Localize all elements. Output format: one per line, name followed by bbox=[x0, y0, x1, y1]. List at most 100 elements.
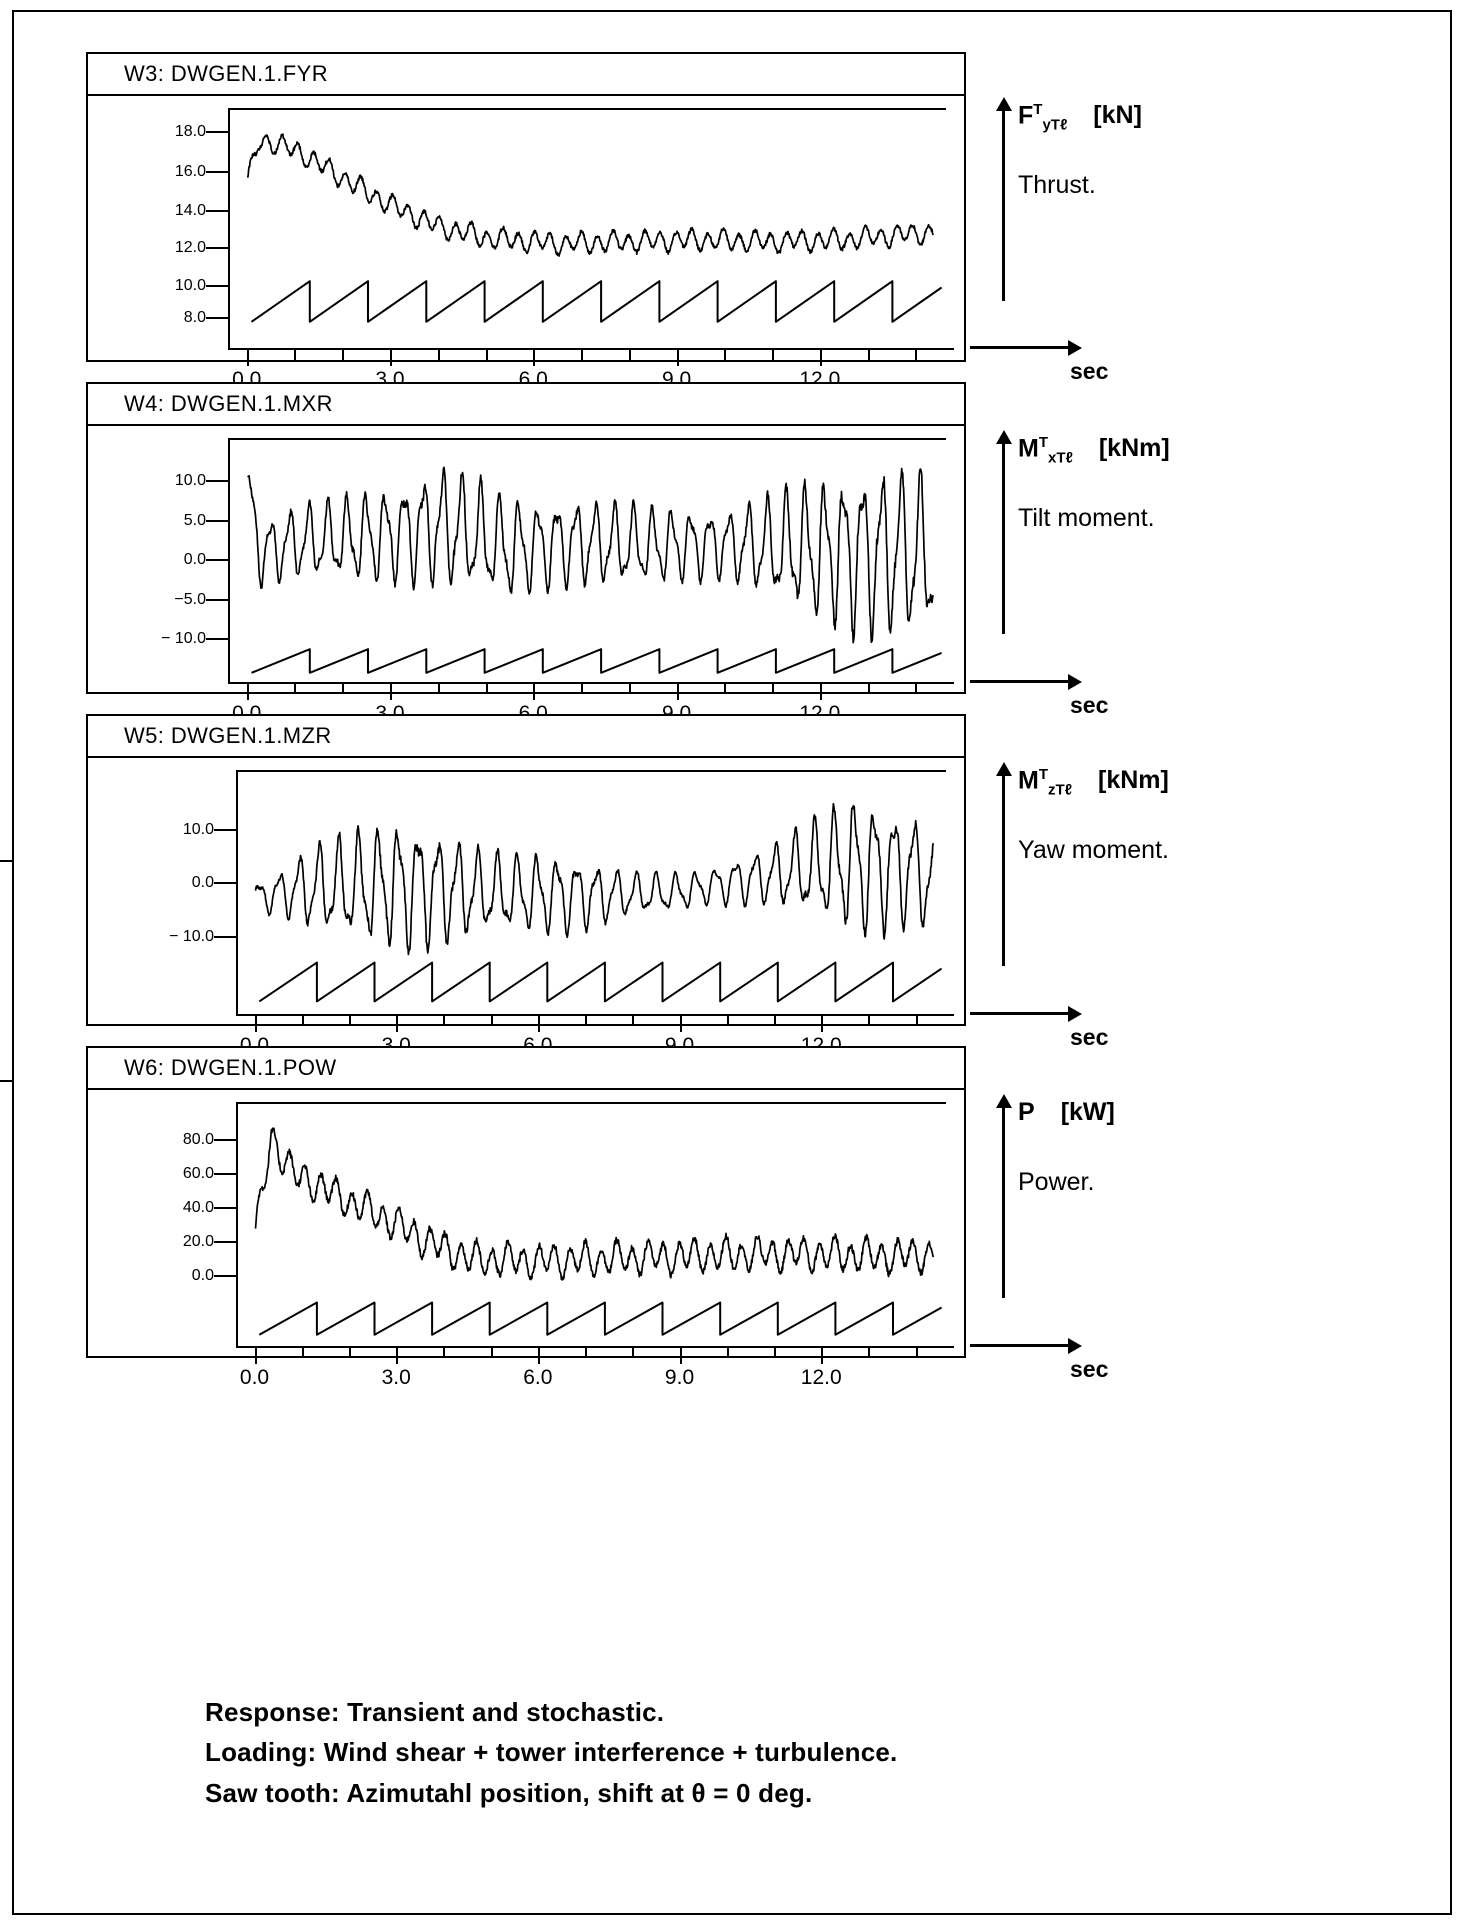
plot-area-w3 bbox=[228, 108, 946, 348]
x-tick-mark bbox=[679, 1348, 682, 1364]
y-tick-mark bbox=[214, 828, 238, 831]
x-tick-mark bbox=[585, 1016, 588, 1026]
x-tick-mark bbox=[821, 1016, 824, 1032]
series-signal bbox=[247, 466, 934, 644]
axis-symbol-base: M bbox=[1018, 434, 1039, 463]
x-tick-mark bbox=[628, 350, 631, 360]
y-tick-label: 12.0 bbox=[174, 239, 206, 257]
series-sawtooth bbox=[258, 1301, 943, 1336]
vertical-axis-arrowhead bbox=[996, 1094, 1012, 1108]
x-tick-mark bbox=[294, 350, 297, 360]
axis-description-w5: Yaw moment. bbox=[1018, 836, 1169, 864]
x-tick-mark bbox=[915, 1016, 918, 1026]
horizontal-time-axis bbox=[970, 346, 1070, 349]
y-tick-mark bbox=[206, 479, 230, 482]
x-tick-mark bbox=[485, 684, 488, 694]
y-tick-mark bbox=[206, 131, 230, 133]
series-signal bbox=[246, 133, 934, 257]
x-tick-label: 12.0 bbox=[800, 1366, 842, 1389]
vertical-axis-arrow bbox=[1002, 1108, 1005, 1298]
x-tick-mark bbox=[246, 684, 249, 700]
x-tick-mark bbox=[819, 350, 822, 366]
series-sawtooth bbox=[250, 280, 943, 323]
y-tick-label: 10.0 bbox=[182, 820, 214, 838]
x-tick-mark bbox=[726, 1348, 729, 1358]
x-tick-mark bbox=[396, 1016, 399, 1032]
x-tick-mark bbox=[581, 684, 584, 694]
axis-symbol-base: F bbox=[1018, 101, 1034, 130]
axis-symbol-base: M bbox=[1018, 766, 1039, 795]
x-tick-mark bbox=[915, 1348, 918, 1358]
x-tick-mark bbox=[301, 1348, 304, 1358]
axis-symbol-subscript: yTℓ bbox=[1042, 116, 1068, 134]
panel-body: 10.00.0− 10.00.03.06.09.012.0 bbox=[88, 758, 964, 1057]
x-tick-mark bbox=[581, 350, 584, 360]
x-tick-mark bbox=[533, 350, 536, 366]
axis-unit: [kW] bbox=[1060, 1098, 1115, 1126]
axis-symbol-superscript: T bbox=[1033, 101, 1043, 118]
horizontal-time-axis-arrowhead bbox=[1068, 1338, 1082, 1354]
vertical-axis-arrowhead bbox=[996, 430, 1012, 444]
y-tick-mark bbox=[206, 638, 230, 641]
x-tick-mark bbox=[254, 1016, 257, 1032]
y-tick-label: 16.0 bbox=[174, 162, 206, 180]
axis-symbol-base: P bbox=[1018, 1098, 1035, 1126]
x-tick-mark bbox=[867, 350, 870, 360]
y-tick-label: 20.0 bbox=[182, 1233, 214, 1251]
vertical-axis-arrowhead bbox=[996, 762, 1012, 776]
y-tick-mark bbox=[206, 519, 230, 522]
y-tick-label: 80.0 bbox=[182, 1130, 214, 1148]
x-tick-mark bbox=[389, 684, 392, 700]
x-tick-mark bbox=[485, 350, 488, 360]
x-tick-mark bbox=[868, 1016, 871, 1026]
x-tick-label: 0.0 bbox=[239, 1366, 270, 1389]
panel-title-w3: W3: DWGEN.1.FYR bbox=[88, 54, 964, 96]
panel-title-w4: W4: DWGEN.1.MXR bbox=[88, 384, 964, 426]
y-tick-label: 0.0 bbox=[183, 551, 206, 568]
axis-description-w3: Thrust. bbox=[1018, 171, 1096, 199]
axis-symbol-superscript: T bbox=[1038, 434, 1048, 451]
panel-title-w6: W6: DWGEN.1.POW bbox=[88, 1048, 964, 1090]
x-tick-mark bbox=[679, 1016, 682, 1032]
x-tick-label: 6.0 bbox=[523, 1366, 553, 1389]
x-tick-mark bbox=[437, 350, 440, 360]
axis-symbol-w5: MTzTℓ [kNm] bbox=[1018, 766, 1169, 798]
plot-area-w5 bbox=[236, 770, 946, 1014]
y-tick-label: 8.0 bbox=[183, 309, 206, 326]
x-tick-mark bbox=[628, 684, 631, 694]
x-tick-mark bbox=[533, 684, 536, 700]
x-axis-line bbox=[228, 348, 954, 350]
axis-symbol-w4: MTxTℓ [kNm] bbox=[1018, 434, 1170, 466]
y-tick-label: 0.0 bbox=[191, 1267, 214, 1285]
x-tick-mark bbox=[915, 684, 918, 694]
axis-description-w6: Power. bbox=[1018, 1168, 1095, 1196]
axis-symbol-w6: P [kW] bbox=[1018, 1098, 1115, 1127]
x-tick-mark bbox=[773, 1016, 776, 1026]
x-tick-mark bbox=[443, 1348, 446, 1358]
x-tick-mark bbox=[342, 684, 345, 694]
series-sawtooth bbox=[258, 961, 943, 1003]
panel-body: 10.05.00.0−5.0− 10.00.03.06.09.012.0 bbox=[88, 426, 964, 725]
y-tick-mark bbox=[206, 284, 230, 287]
vertical-axis-arrow bbox=[1002, 444, 1005, 634]
x-tick-mark bbox=[676, 684, 679, 700]
plot-panel-w6: W6: DWGEN.1.POW 80.0 60.0 40.0 20.0 0.0 0.0 3.0… bbox=[86, 1046, 966, 1389]
axis-symbol-w3: FTyTℓ [kN] bbox=[1018, 101, 1142, 133]
x-tick-mark bbox=[348, 1348, 351, 1358]
x-tick-mark bbox=[676, 350, 679, 366]
y-tick-mark bbox=[206, 599, 230, 602]
x-tick-label: 9.0 bbox=[664, 1366, 695, 1389]
x-tick-mark bbox=[821, 1348, 824, 1364]
x-axis-line bbox=[236, 1346, 954, 1348]
panel-title-w5: W5: DWGEN.1.MZR bbox=[88, 716, 964, 758]
vertical-axis-arrow bbox=[1002, 776, 1005, 966]
y-tick-label: − 10.0 bbox=[169, 928, 214, 946]
axis-symbol-subscript: xTℓ bbox=[1048, 449, 1073, 467]
x-tick-mark bbox=[294, 684, 297, 694]
axis-symbol-superscript: T bbox=[1038, 766, 1048, 783]
x-tick-mark bbox=[772, 684, 775, 694]
y-tick-label: 18.0 bbox=[174, 123, 206, 140]
x-tick-mark bbox=[301, 1016, 304, 1026]
time-axis-unit-label: sec bbox=[1070, 692, 1109, 718]
panel-body: 18.0 16.0 14.0 12.0 10.0 8.0 0.0 3.0 6.0 9.0 12.0 bbox=[88, 96, 964, 391]
